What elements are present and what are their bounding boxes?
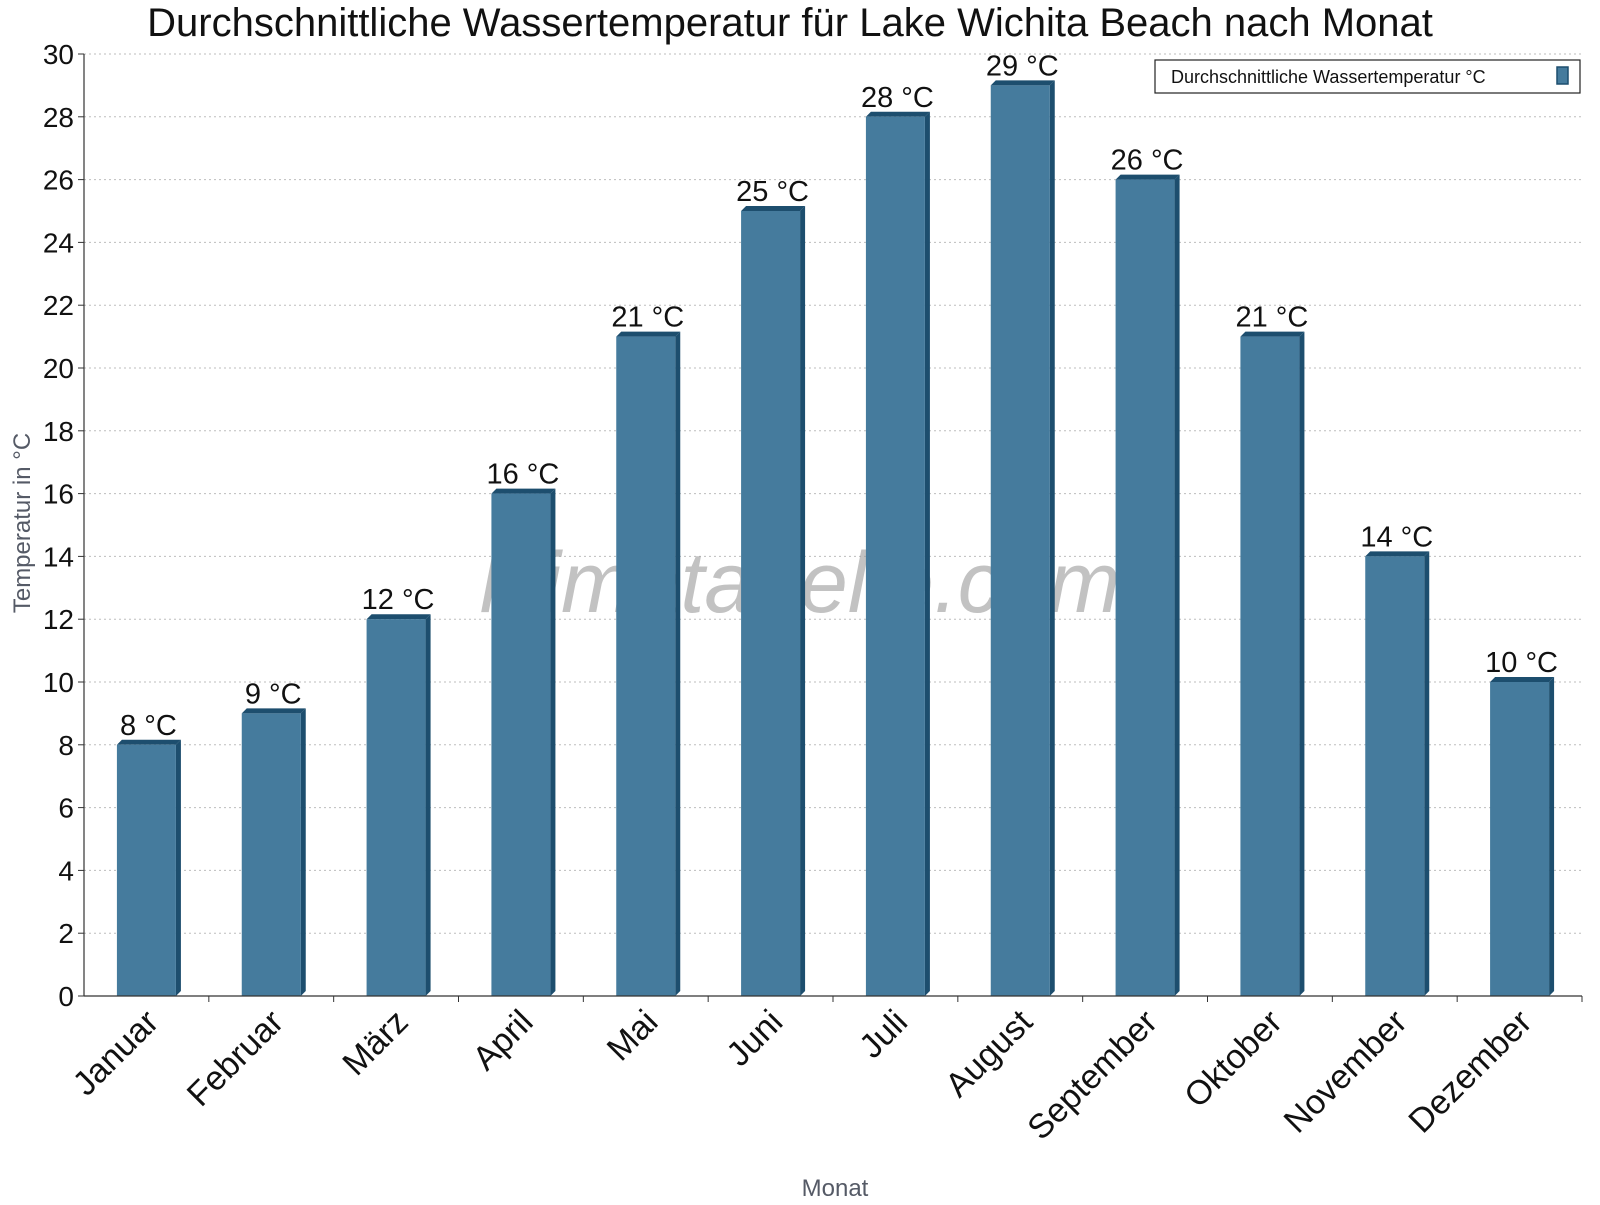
x-tick-label: Dezember [1401, 1003, 1539, 1141]
legend-label: Durchschnittliche Wassertemperatur °C [1171, 67, 1486, 87]
bar-top [1365, 551, 1430, 557]
bar-side [1049, 80, 1055, 996]
bar-side [175, 739, 181, 996]
y-tick-label: 14 [43, 541, 74, 572]
legend: Durchschnittliche Wassertemperatur °C [1154, 59, 1581, 94]
bar-top [241, 708, 306, 714]
bar-side [675, 331, 681, 997]
bar [241, 713, 301, 996]
legend-box [1154, 59, 1581, 94]
bar [491, 493, 551, 996]
bar-side [1549, 677, 1555, 996]
x-axis-title: Monat [802, 1175, 869, 1200]
bar-value-label: 16 °C [486, 459, 559, 491]
x-tick-label: Juli [852, 1003, 915, 1066]
x-tick-label: April [466, 1003, 541, 1078]
bar-value-label: 28 °C [861, 82, 934, 114]
bar-group: 16 °C [486, 459, 559, 996]
bar-side [1174, 174, 1180, 997]
bar [366, 619, 426, 996]
bar [1365, 556, 1425, 996]
y-tick-label: 4 [58, 855, 74, 886]
y-tick-label: 20 [43, 353, 74, 384]
bar-value-label: 21 °C [1235, 302, 1308, 334]
y-axis-title: Temperatur in °C [9, 433, 36, 613]
bar-side [1424, 551, 1430, 996]
x-tick-label: Januar [66, 1003, 166, 1103]
bar-value-label: 29 °C [986, 50, 1059, 82]
grid [84, 53, 1582, 934]
y-tick-label: 26 [43, 165, 74, 196]
bar-value-label: 25 °C [736, 176, 809, 208]
bar-top [990, 80, 1055, 86]
x-tick-label: Februar [180, 1003, 291, 1114]
bar-group: 10 °C [1485, 647, 1558, 996]
bar-top [865, 111, 930, 117]
x-tick-label: März [335, 1003, 415, 1083]
bar-group: 28 °C [861, 82, 934, 997]
bar-value-label: 8 °C [120, 710, 177, 742]
x-tick-label: September [1020, 1003, 1164, 1147]
bar-side [550, 488, 556, 996]
bar-top [1490, 677, 1555, 682]
bar-value-label: 9 °C [245, 678, 302, 710]
bar [1490, 682, 1550, 996]
x-tick-label: Mai [600, 1003, 666, 1069]
bar-top [616, 331, 681, 337]
bar-group: 14 °C [1360, 521, 1433, 996]
bar-group: 12 °C [362, 584, 435, 996]
bar-value-label: 14 °C [1360, 521, 1433, 553]
bar-top [116, 739, 181, 745]
bar-side [1299, 331, 1305, 997]
y-tick-label: 16 [43, 479, 74, 510]
x-tick-label: November [1277, 1003, 1415, 1141]
bar-group: 21 °C [1235, 302, 1308, 997]
bar-group: 21 °C [611, 302, 684, 997]
chart-title: Durchschnittliche Wassertemperatur für L… [147, 1, 1433, 45]
y-tick-label: 22 [43, 290, 74, 321]
bar [990, 85, 1050, 996]
bar-side [924, 111, 930, 997]
y-tick-label: 10 [43, 667, 74, 698]
bar [116, 744, 176, 996]
bar-side [800, 206, 806, 996]
legend-swatch [1556, 66, 1569, 85]
bar [865, 116, 925, 997]
bar-group: 29 °C [986, 50, 1059, 996]
bar-value-label: 10 °C [1485, 647, 1558, 679]
bar [1115, 179, 1175, 997]
bar-value-label: 21 °C [611, 302, 684, 334]
y-tick-label: 18 [43, 416, 74, 447]
bar-top [741, 206, 806, 211]
bar-top [1115, 174, 1180, 180]
x-tick-label: Juni [719, 1003, 790, 1074]
bar [1240, 336, 1300, 997]
bar-top [491, 488, 556, 494]
x-tick-label: August [938, 1002, 1040, 1104]
bar-side [300, 708, 306, 996]
bar-value-label: 26 °C [1111, 145, 1184, 177]
bar-top [1240, 331, 1305, 337]
bar [741, 211, 801, 996]
bar-top [366, 614, 431, 620]
x-tick-label: Oktober [1177, 1003, 1289, 1115]
bar-group: 25 °C [736, 176, 809, 996]
bar-group: 9 °C [241, 678, 306, 996]
y-tick-label: 2 [58, 918, 74, 949]
y-tick-label: 6 [58, 793, 74, 824]
bar-group: 26 °C [1111, 145, 1184, 997]
bar-value-label: 12 °C [362, 584, 435, 616]
y-tick-label: 28 [43, 102, 74, 133]
bar [616, 336, 676, 997]
bar-side [425, 614, 431, 996]
y-tick-label: 8 [58, 730, 74, 761]
bars: 8 °C 9 °C 12 °C 16 °C 21 °C 25 °C 28 °C 29 °C 26… [116, 50, 1558, 997]
y-tick-label: 24 [43, 227, 74, 258]
y-tick-label: 0 [58, 981, 74, 1012]
y-tick-label: 12 [43, 604, 74, 635]
bar-group: 8 °C [116, 710, 181, 996]
y-tick-label: 30 [43, 39, 74, 70]
